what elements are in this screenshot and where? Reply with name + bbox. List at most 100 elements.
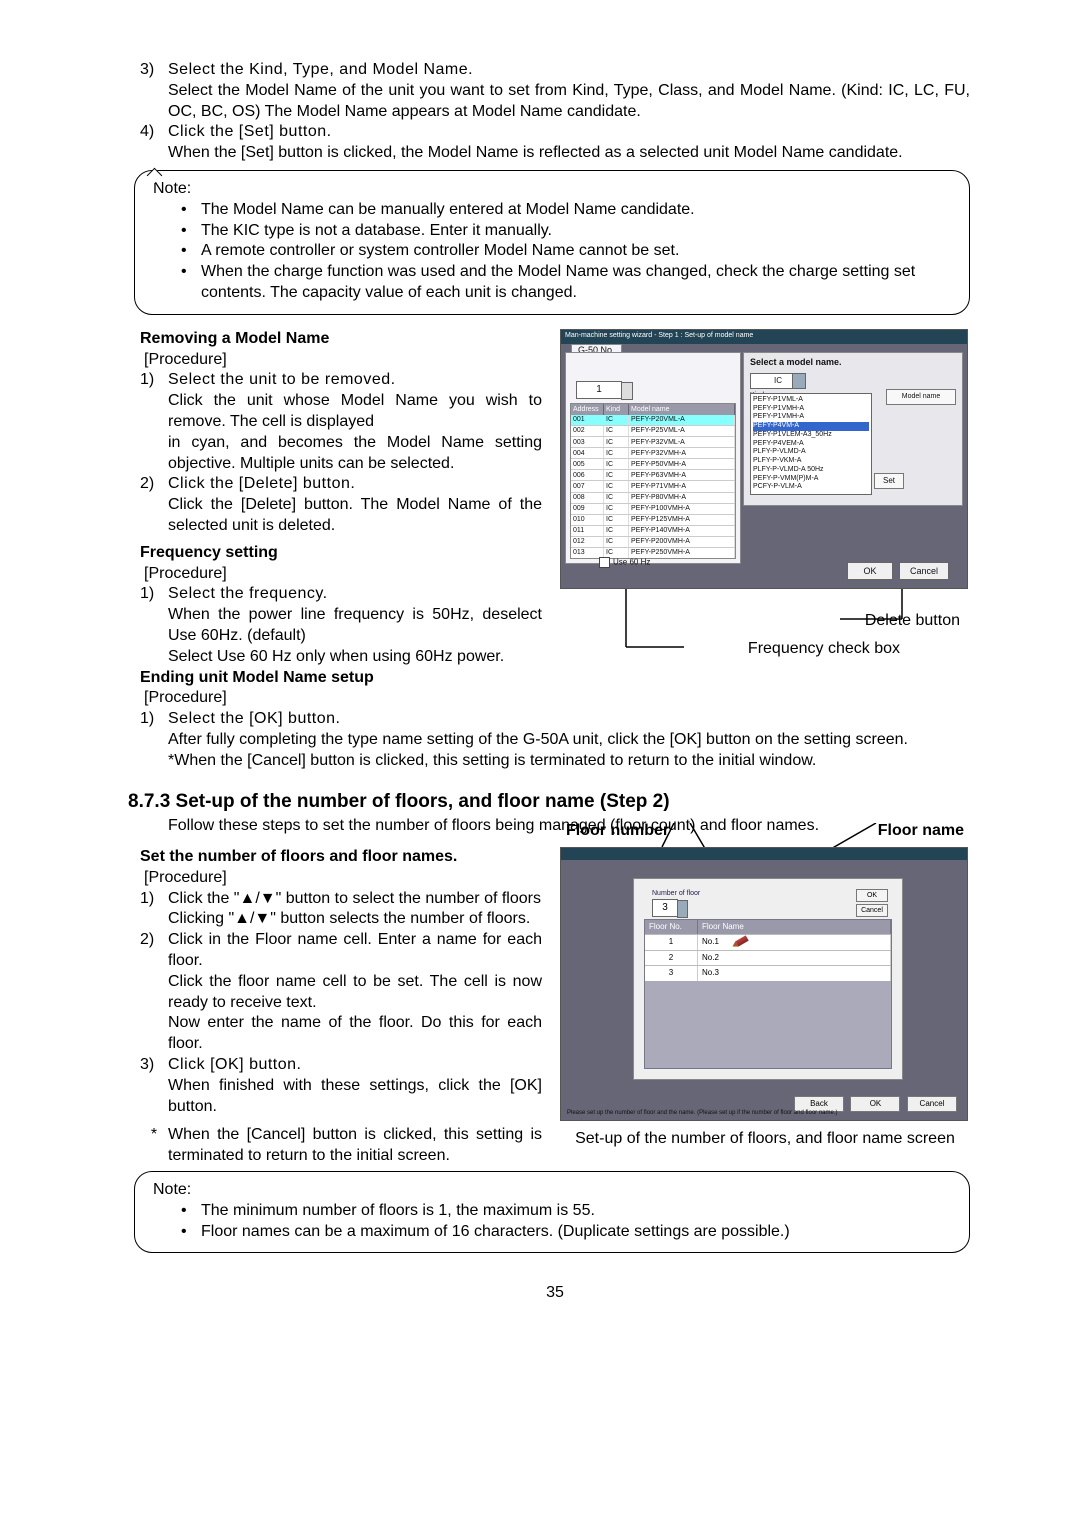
page-number: 35 [140, 1283, 970, 1304]
fl-s2-num: 2) [140, 930, 168, 1055]
note-box-2: Note: •The minimum number of floors is 1… [134, 1171, 970, 1253]
fl-s3-num: 3) [140, 1055, 168, 1117]
shot2-h2: Floor Name [698, 920, 891, 934]
shot1-callouts: Delete button Frequency check box [560, 589, 970, 659]
list-item[interactable]: PLFY-P-VLMD-A [753, 448, 869, 457]
list-item[interactable]: PEFY-P4VEM-A [753, 440, 869, 449]
shot1-hdr-addr: Address [571, 404, 604, 415]
fl-s3-b: When finished with these settings, click… [168, 1076, 542, 1118]
callout-delete: Delete button [865, 611, 960, 632]
list-item[interactable]: PEFY-P1VML-A [753, 396, 869, 405]
list-item[interactable]: PEFY-P-VMM(P)M-A [753, 475, 869, 484]
fl-s2-title: Click in the Floor name cell. Enter a na… [168, 930, 542, 972]
fl-star-body: When the [Cancel] button is clicked, thi… [168, 1125, 542, 1167]
list-item[interactable]: PLFY-P-VLMD-A 50Hz [753, 466, 869, 475]
shot1-hdr-kind: Kind [604, 404, 629, 415]
table-row[interactable]: 009ICPEFY-P100VMH-A [571, 504, 735, 515]
note2-b2: Floor names can be a maximum of 16 chara… [201, 1222, 790, 1243]
shot1-model-name-button[interactable]: Model name [886, 389, 956, 405]
table-row[interactable]: 2No.2 [645, 950, 891, 965]
table-row[interactable]: 003ICPEFY-P32VML-A [571, 437, 735, 448]
freq-s1-b1: When the power line frequency is 50Hz, d… [168, 605, 542, 647]
list-item[interactable]: PEFY-P1VLEM-A3_50Hz [753, 431, 869, 440]
end-s1-title: Select the [OK] button. [168, 709, 970, 730]
shot1-kind-select[interactable]: IC [750, 373, 806, 389]
list-item[interactable]: PCFY-P-VLM-A [753, 483, 869, 492]
fl-s3-title: Click [OK] button. [168, 1055, 542, 1076]
ending-heading: Ending unit Model Name setup [140, 668, 970, 689]
freq-heading: Frequency setting [140, 543, 542, 564]
table-row[interactable]: 1No.1 [645, 934, 891, 949]
fl-s1-title: Click the "▲/▼" button to select the num… [168, 889, 542, 910]
rem-s1-b1: Click the unit whose Model Name you wish… [168, 391, 542, 433]
table-row[interactable]: 013ICPEFY-P250VMH-A [571, 548, 735, 559]
table-row[interactable]: 012ICPEFY-P200VMH-A [571, 537, 735, 548]
fl-s1-b: Clicking "▲/▼" button selects the number… [168, 909, 542, 930]
table-row[interactable]: 010ICPEFY-P125VMH-A [571, 515, 735, 526]
table-row[interactable]: 006ICPEFY-P63VMH-A [571, 470, 735, 481]
screenshot-floor-setup: Number of floor 3 OK Cancel Floor No. Fl… [560, 847, 968, 1121]
note-box-1: Note: •The Model Name can be manually en… [134, 170, 970, 315]
table-row[interactable]: 004ICPEFY-P32VMH-A [571, 448, 735, 459]
step3-title: Select the Kind, Type, and Model Name. [168, 60, 970, 81]
shot1-unit-list[interactable]: Address Kind Model name 001ICPEFY-P20VML… [570, 403, 736, 559]
note2-label: Note: [153, 1180, 951, 1201]
fl-s1-num: 1) [140, 889, 168, 931]
shot1-ok-button[interactable]: OK [847, 562, 893, 580]
step4-num: 4) [140, 122, 168, 164]
shot1-titlebar: Man-machine setting wizard - Step 1 : Se… [561, 330, 967, 344]
end-s1-b2: *When the [Cancel] button is clicked, th… [168, 751, 970, 772]
shot2-panel-cancel[interactable]: Cancel [856, 904, 888, 917]
screenshot-model-name: Man-machine setting wizard - Step 1 : Se… [560, 329, 968, 589]
freq-s1-num: 1) [140, 584, 168, 667]
shot1-model-list[interactable]: PEFY-P1VML-APEFY-P1VMH-APEFY-P1VMH-APEFY… [750, 393, 872, 495]
table-row[interactable]: 007ICPEFY-P71VMH-A [571, 481, 735, 492]
fl-s2-b2: Now enter the name of the floor. Do this… [168, 1013, 542, 1055]
note2-b1: The minimum number of floors is 1, the m… [201, 1201, 595, 1222]
note1-b2: The KIC type is not a database. Enter it… [201, 221, 552, 242]
end-s1-b1: After fully completing the type name set… [168, 730, 970, 751]
floors-heading: Set the number of floors and floor names… [140, 847, 542, 868]
rem-s2-b: Click the [Delete] button. The Model Nam… [168, 495, 542, 537]
shot2-hint: Please set up the number of floor and th… [567, 1110, 961, 1118]
fl-s2-b1: Click the floor name cell to be set. The… [168, 972, 542, 1014]
rem-s1-b2: in cyan, and becomes the Model Name sett… [168, 433, 542, 475]
step3-body: Select the Model Name of the unit you wa… [168, 81, 970, 123]
shot2-floor-table[interactable]: Floor No. Floor Name 1No.12No.23No.3 [644, 919, 892, 1069]
table-row[interactable]: 005ICPEFY-P50VMH-A [571, 459, 735, 470]
note1-label: Note: [153, 179, 951, 200]
table-row[interactable]: 011ICPEFY-P140VMH-A [571, 526, 735, 537]
ending-proc: [Procedure] [144, 688, 970, 709]
removing-proc: [Procedure] [144, 350, 542, 371]
note1-b1: The Model Name can be manually entered a… [201, 200, 695, 221]
shot1-freq-checkbox[interactable]: Use 60 Hz [599, 557, 650, 568]
fl-star: * [140, 1125, 168, 1167]
step4-body: When the [Set] button is clicked, the Mo… [168, 143, 970, 164]
list-item[interactable]: PEFY-P1VMH-A [753, 405, 869, 414]
removing-heading: Removing a Model Name [140, 329, 542, 350]
table-row[interactable]: 008ICPEFY-P80VMH-A [571, 493, 735, 504]
rem-s1-num: 1) [140, 370, 168, 474]
floors-proc: [Procedure] [144, 868, 542, 889]
shot2-caption: Set-up of the number of floors, and floo… [560, 1129, 970, 1149]
freq-proc: [Procedure] [144, 564, 542, 585]
shot2-floor-spinner[interactable]: 3 [652, 899, 678, 917]
shot1-cancel-button[interactable]: Cancel [899, 562, 949, 580]
table-row[interactable]: 3No.3 [645, 965, 891, 980]
note1-b3: A remote controller or system controller… [201, 241, 679, 262]
rem-s2-num: 2) [140, 474, 168, 536]
list-item[interactable]: PLFY-P-VKM-A [753, 457, 869, 466]
table-row[interactable]: 002ICPEFY-P25VML-A [571, 426, 735, 437]
shot2-panel-ok[interactable]: OK [856, 889, 888, 902]
rem-s1-title: Select the unit to be removed. [168, 370, 542, 391]
shot1-select-label: Select a model name. [750, 357, 842, 369]
sec-873-title: 8.7.3 Set-up of the number of floors, an… [128, 790, 970, 815]
table-row[interactable]: 001ICPEFY-P20VML-A [571, 415, 735, 426]
shot1-g50-spinner[interactable]: 1 [576, 381, 622, 399]
list-item[interactable]: PEFY-P4VM-A [753, 422, 869, 431]
rem-s2-title: Click the [Delete] button. [168, 474, 542, 495]
shot2-h1: Floor No. [645, 920, 698, 934]
list-item[interactable]: PEFY-P1VMH-A [753, 413, 869, 422]
note1-b4: When the charge function was used and th… [201, 262, 951, 304]
shot1-set-button[interactable]: Set [874, 473, 904, 489]
